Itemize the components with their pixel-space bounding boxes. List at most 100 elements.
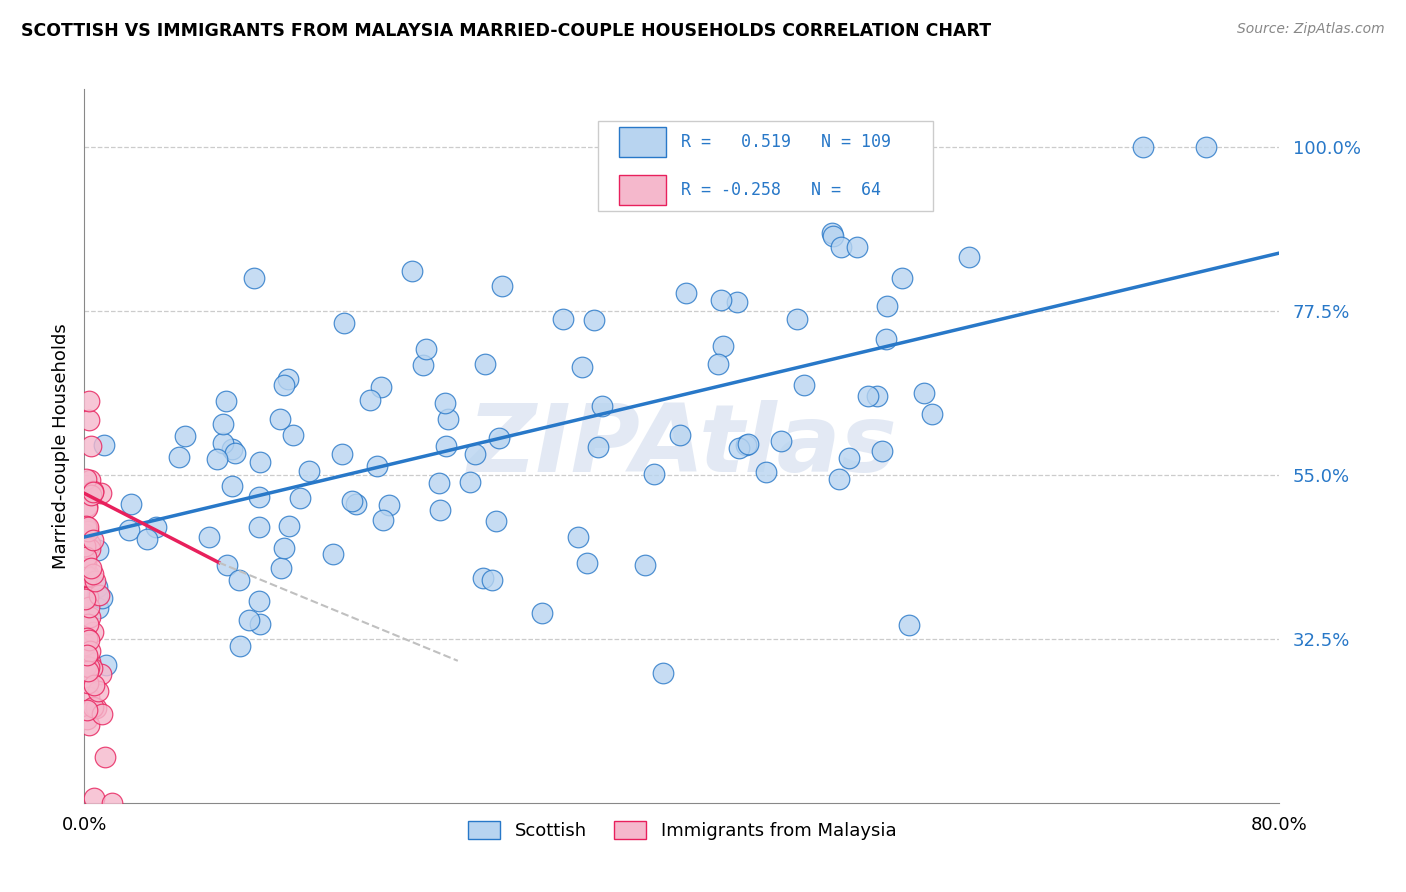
Point bbox=[101, 796, 124, 810]
Point bbox=[93, 438, 115, 452]
Point bbox=[76, 519, 98, 533]
Point bbox=[86, 580, 108, 594]
Point bbox=[75, 519, 97, 533]
Point bbox=[75, 565, 97, 579]
Point bbox=[77, 393, 100, 408]
Point bbox=[73, 558, 96, 573]
Point bbox=[82, 483, 104, 498]
Point bbox=[75, 472, 97, 486]
Text: ZIPAtlas: ZIPAtlas bbox=[467, 400, 897, 492]
Point bbox=[711, 339, 734, 353]
Point bbox=[875, 332, 897, 346]
Point bbox=[243, 270, 266, 285]
Point bbox=[727, 442, 749, 456]
Point bbox=[79, 609, 101, 624]
Point bbox=[86, 589, 108, 603]
Point bbox=[634, 558, 657, 572]
Point bbox=[76, 648, 98, 663]
Point bbox=[957, 251, 980, 265]
Point bbox=[856, 389, 879, 403]
Point bbox=[912, 386, 935, 401]
Point bbox=[378, 498, 401, 512]
Point bbox=[87, 684, 110, 698]
Point bbox=[76, 703, 98, 717]
Point bbox=[221, 442, 243, 457]
Point bbox=[464, 447, 486, 461]
Point bbox=[1132, 140, 1154, 154]
Point bbox=[75, 549, 97, 564]
Point bbox=[238, 613, 260, 627]
Point bbox=[135, 532, 157, 546]
Point bbox=[921, 407, 943, 421]
Legend: Scottish, Immigrants from Malaysia: Scottish, Immigrants from Malaysia bbox=[460, 814, 904, 847]
Point bbox=[224, 446, 246, 460]
Point bbox=[76, 486, 98, 500]
Point bbox=[277, 372, 299, 386]
Point bbox=[643, 467, 665, 482]
Point bbox=[76, 632, 98, 646]
FancyBboxPatch shape bbox=[599, 121, 934, 211]
Point bbox=[710, 293, 733, 308]
Point bbox=[86, 543, 108, 558]
Point bbox=[412, 359, 434, 373]
Point bbox=[73, 591, 96, 606]
Point bbox=[76, 522, 98, 536]
Point bbox=[551, 312, 574, 326]
Point bbox=[212, 436, 235, 450]
Point bbox=[82, 566, 104, 581]
Point bbox=[82, 485, 104, 500]
Point bbox=[669, 427, 692, 442]
Point bbox=[898, 618, 921, 632]
Point bbox=[76, 665, 98, 679]
Point bbox=[197, 530, 219, 544]
Point bbox=[96, 658, 118, 673]
Point bbox=[212, 417, 235, 431]
Text: R = -0.258   N =  64: R = -0.258 N = 64 bbox=[681, 181, 880, 199]
Point bbox=[82, 699, 104, 714]
Point bbox=[344, 497, 367, 511]
Point bbox=[215, 393, 238, 408]
Point bbox=[458, 475, 481, 489]
Point bbox=[846, 240, 869, 254]
Point bbox=[77, 566, 100, 581]
Point bbox=[1195, 140, 1218, 154]
Point bbox=[298, 464, 321, 478]
Point bbox=[77, 718, 100, 732]
Point bbox=[76, 569, 98, 583]
Point bbox=[167, 450, 190, 465]
Point bbox=[76, 500, 98, 514]
Point bbox=[474, 357, 496, 371]
Point bbox=[433, 396, 456, 410]
Point bbox=[727, 295, 749, 310]
Point bbox=[488, 431, 510, 445]
Point bbox=[247, 520, 270, 534]
Point bbox=[77, 599, 100, 614]
Point bbox=[75, 555, 97, 569]
Point bbox=[471, 571, 494, 585]
Point bbox=[342, 494, 364, 508]
Point bbox=[269, 412, 291, 426]
Point bbox=[575, 556, 598, 570]
Point bbox=[706, 357, 728, 371]
Point bbox=[278, 519, 301, 533]
Point bbox=[82, 624, 104, 639]
Point bbox=[830, 240, 852, 254]
Point bbox=[80, 486, 103, 500]
Point bbox=[94, 749, 117, 764]
Point bbox=[221, 478, 243, 492]
Text: Source: ZipAtlas.com: Source: ZipAtlas.com bbox=[1237, 22, 1385, 37]
Point bbox=[288, 491, 311, 505]
Point bbox=[80, 561, 103, 575]
Point bbox=[770, 434, 793, 449]
Point bbox=[80, 439, 103, 453]
Point bbox=[83, 791, 105, 805]
Point bbox=[73, 527, 96, 541]
Point bbox=[79, 632, 101, 647]
Point bbox=[83, 678, 105, 692]
Point bbox=[174, 429, 197, 443]
Point bbox=[79, 644, 101, 658]
Point bbox=[205, 452, 228, 467]
Point bbox=[281, 428, 304, 442]
Point bbox=[73, 532, 96, 546]
Point bbox=[77, 690, 100, 704]
